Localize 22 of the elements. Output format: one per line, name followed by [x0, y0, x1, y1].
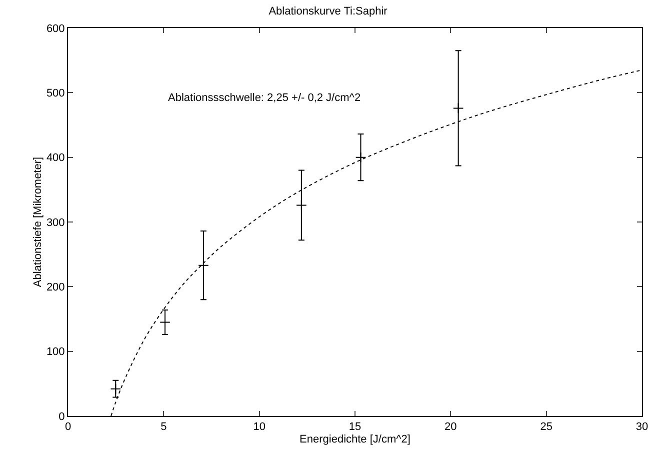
y-tick-label: 600: [46, 22, 65, 35]
point: [296, 200, 307, 211]
annotation: Ablationssschwelle: 2,25 +/- 0,2 J/cm^2: [168, 92, 361, 104]
x-tick-label: 25: [540, 421, 552, 434]
y-tick-label: 300: [46, 216, 65, 229]
point: [198, 260, 209, 271]
y-tick-label: 0: [58, 410, 65, 423]
x-axis-title: Energiedichte [J/cm^2]: [300, 433, 410, 446]
x-tick-label: 5: [160, 421, 167, 434]
y-tick-label: 200: [46, 282, 65, 294]
y-tick-label: 100: [46, 346, 65, 358]
y-tick-label: 500: [46, 88, 65, 100]
point: [110, 383, 122, 394]
y-axis-title: Ablationstiefe [Mikrometer]: [32, 156, 44, 288]
y-tick-label: 400: [46, 152, 65, 164]
x-tick-label: 15: [348, 421, 362, 434]
x-tick-label: 20: [444, 421, 457, 434]
x-tick-label: 10: [253, 421, 266, 434]
chart-title: Ablationskurve Ti:Saphir: [268, 5, 388, 18]
x-tick-label: 30: [636, 421, 648, 434]
point: [452, 102, 464, 114]
point: [355, 152, 366, 163]
